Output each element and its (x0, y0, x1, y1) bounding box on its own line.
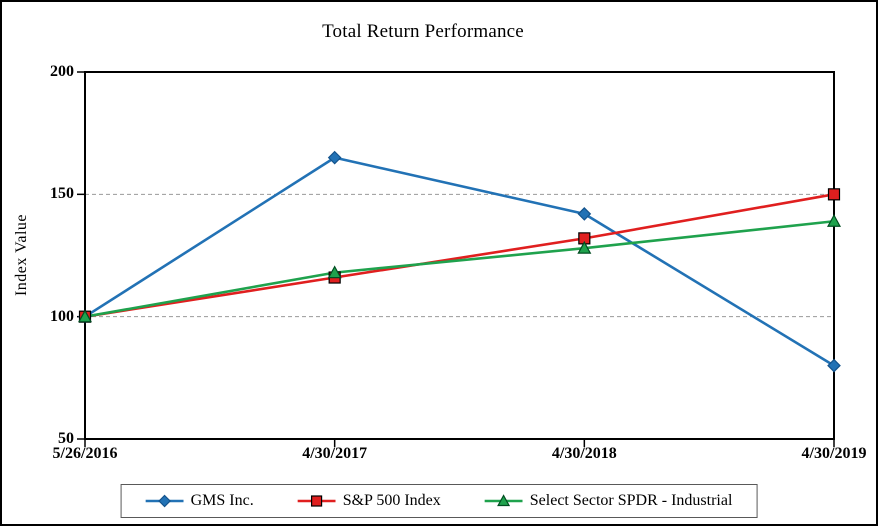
x-tick-label-4-30-2017: 4/30/2017 (302, 445, 368, 462)
marker-triangle-icon (327, 265, 342, 279)
series-line-s-p-500-index (83, 193, 836, 318)
legend-swatch-diamond-icon (145, 494, 184, 508)
legend-label-select-sector-spdr-industrial: Select Sector SPDR - Industrial (529, 492, 733, 509)
x-tick-label-4-30-2018: 4/30/2018 (551, 445, 617, 462)
marker-triangle-icon (577, 240, 592, 254)
y-tick-label-50: 50 (58, 430, 74, 447)
y-tick-label-150: 150 (50, 185, 74, 203)
marker-triangle-icon (77, 309, 93, 323)
legend-swatch-square-icon (297, 495, 336, 507)
legend-marker-square-icon (311, 495, 323, 507)
marker-diamond-icon (327, 150, 342, 165)
chart-title: Total Return Performance (322, 21, 524, 42)
legend-marker-triangle-icon (497, 494, 511, 507)
legend-entry-s-p-500-index: S&P 500 Index (297, 492, 441, 510)
marker-square-icon (827, 188, 841, 201)
plot-border (84, 71, 835, 440)
y-tick-label-200: 200 (50, 63, 74, 80)
legend: GMS Inc. S&P 500 Index Select Sector SPDR … (120, 484, 758, 518)
x-tick-label-5-26-2016: 5/26/2016 (52, 445, 118, 462)
y-tick-label-100: 100 (50, 307, 74, 325)
y-axis-title: Index Value (13, 213, 30, 297)
legend-entry-gms-inc: GMS Inc. (145, 492, 254, 510)
x-tick-label-4-30-2019: 4/30/2019 (801, 445, 867, 462)
legend-marker-diamond-icon (158, 494, 171, 508)
series-line-gms-inc (83, 156, 836, 367)
series-line-select-sector-spdr-industrial (83, 219, 836, 318)
legend-swatch-triangle-icon (484, 494, 523, 507)
marker-diamond-icon (577, 207, 592, 221)
legend-label-gms-inc: GMS Inc. (190, 492, 254, 509)
marker-diamond-icon (827, 358, 841, 373)
legend-label-s-p-500-index: S&P 500 Index (342, 492, 441, 509)
marker-triangle-icon (826, 213, 842, 227)
legend-entry-select-sector-spdr-industrial: Select Sector SPDR - Industrial (484, 492, 733, 510)
